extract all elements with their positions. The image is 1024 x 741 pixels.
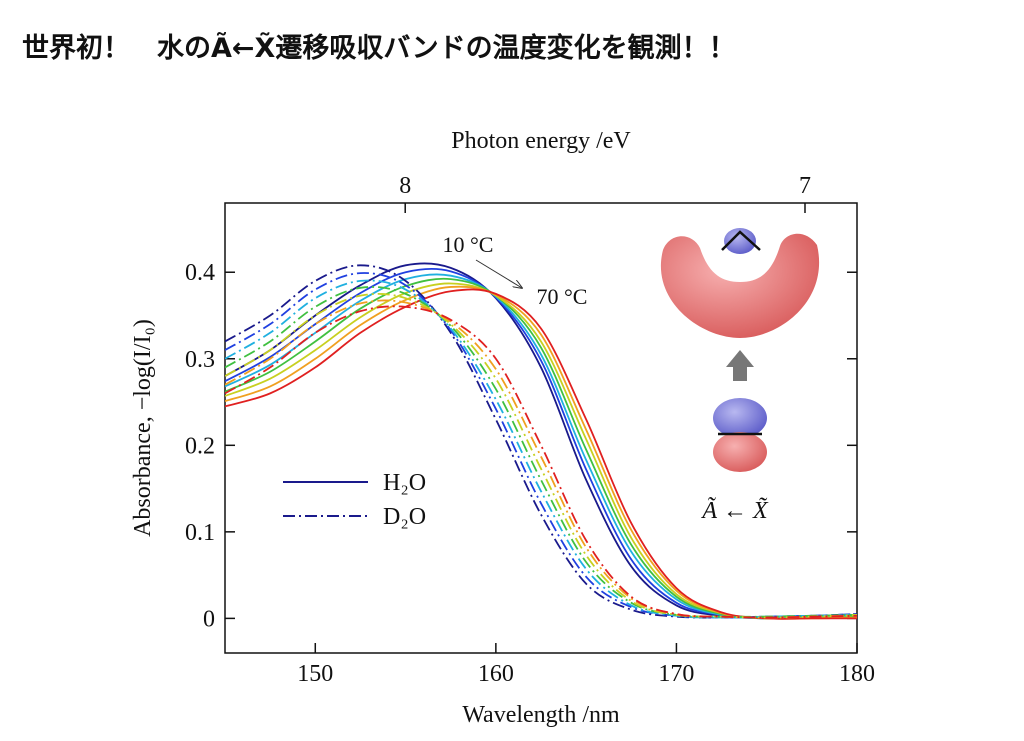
legend-label: D₂O bbox=[383, 504, 426, 530]
x-tick-label: 160 bbox=[478, 661, 514, 687]
orbital-lower-red bbox=[713, 432, 767, 472]
curves bbox=[225, 262, 857, 620]
annotation-arrow bbox=[475, 259, 522, 288]
plot-frame bbox=[224, 202, 858, 654]
y-tick-label: 0.3 bbox=[185, 347, 215, 373]
legend-label: H₂O bbox=[383, 470, 426, 496]
x2-tick-label: 7 bbox=[799, 173, 811, 199]
y-tick-label: 0.2 bbox=[185, 433, 215, 459]
x-tick-label: 170 bbox=[658, 661, 694, 687]
chart-title: 世界初！ 水のÃ←X̃遷移吸収バンドの温度変化を観測！！ bbox=[22, 32, 736, 64]
y-axis-label: Absorbance, −log(I/I₀) bbox=[130, 319, 156, 537]
curve bbox=[225, 279, 857, 619]
y-tick-label: 0.1 bbox=[185, 520, 215, 546]
annotation: Ã ← X̃ bbox=[700, 497, 769, 524]
y-tick-label: 0 bbox=[203, 606, 215, 632]
inset-illustration bbox=[660, 228, 820, 472]
annotation: 10 °C bbox=[443, 232, 494, 257]
orbital-upper bbox=[660, 233, 820, 338]
orbital-blue bbox=[724, 228, 756, 254]
annotation: 70 °C bbox=[537, 284, 588, 309]
orbital-lower-blue bbox=[713, 398, 767, 438]
arrow-head bbox=[726, 350, 754, 367]
x-tick-label: 180 bbox=[839, 661, 875, 687]
arrow-shaft bbox=[733, 367, 747, 381]
x2-tick-label: 8 bbox=[399, 173, 411, 199]
curve bbox=[225, 305, 857, 619]
y-tick-label: 0.4 bbox=[185, 260, 215, 286]
x2-axis-label: Photon energy /eV bbox=[451, 128, 631, 154]
molecule-bonds bbox=[721, 230, 761, 251]
x-tick-label: 150 bbox=[297, 661, 333, 687]
x-axis-label: Wavelength /nm bbox=[462, 702, 620, 728]
